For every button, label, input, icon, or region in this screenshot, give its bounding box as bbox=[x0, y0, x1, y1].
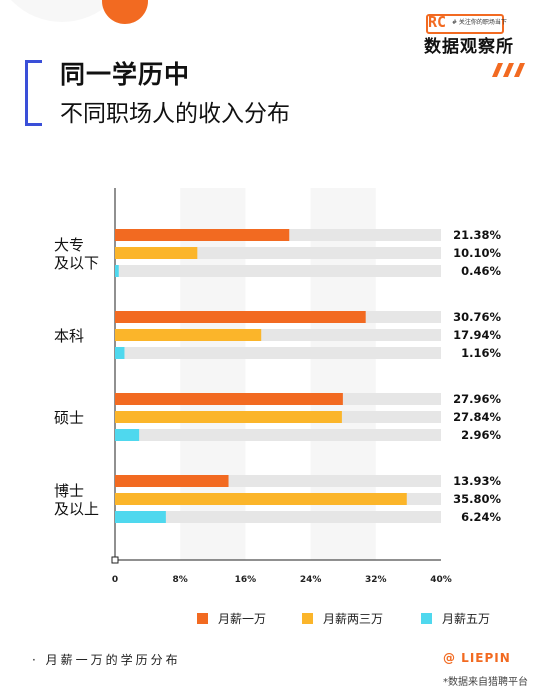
x-tick-label: 32% bbox=[365, 575, 387, 585]
category-label: 大专 bbox=[54, 236, 84, 254]
x-tick-label: 24% bbox=[300, 575, 322, 585]
bar-value-label: 0.46% bbox=[461, 264, 501, 278]
x-tick-label: 40% bbox=[430, 575, 452, 585]
page-subtitle: 不同职场人的收入分布 bbox=[60, 101, 290, 127]
bar bbox=[115, 475, 229, 487]
bar bbox=[115, 511, 166, 523]
bar bbox=[115, 229, 290, 241]
bar-track bbox=[115, 511, 441, 523]
bar-value-label: 2.96% bbox=[461, 428, 501, 442]
bar bbox=[115, 329, 262, 341]
brand-name: 数据观察所 bbox=[424, 37, 514, 57]
bar bbox=[115, 493, 407, 505]
axis-origin-marker bbox=[111, 556, 119, 564]
bar-track bbox=[115, 265, 441, 277]
x-tick-label: 8% bbox=[173, 575, 188, 585]
bar bbox=[115, 393, 343, 405]
bar bbox=[115, 429, 140, 441]
bar bbox=[115, 247, 198, 259]
footer-brand: @ LIEPIN bbox=[443, 651, 511, 665]
bar-value-label: 27.96% bbox=[453, 392, 501, 406]
brand-logo-frame bbox=[426, 14, 504, 34]
page-title: 同一学历中 bbox=[60, 60, 191, 89]
bar-track bbox=[115, 429, 441, 441]
legend-swatch-series-3 bbox=[421, 613, 432, 624]
x-tick-label: 0 bbox=[112, 575, 118, 585]
legend-label-series-1: 月薪一万 bbox=[218, 612, 267, 626]
legend-label-series-3: 月薪五万 bbox=[442, 612, 491, 626]
bar bbox=[115, 411, 342, 423]
legend-swatch-series-1 bbox=[197, 613, 208, 624]
legend-label-series-2: 月薪两三万 bbox=[323, 612, 384, 626]
bar-value-label: 30.76% bbox=[453, 310, 501, 324]
title-bracket bbox=[25, 60, 42, 126]
footer-caption: · 月薪一万的学历分布 bbox=[32, 653, 181, 667]
category-label: 硕士 bbox=[54, 409, 84, 427]
bar-value-label: 6.24% bbox=[461, 510, 501, 524]
category-label: 及以下 bbox=[54, 254, 99, 272]
bar-value-label: 13.93% bbox=[453, 474, 501, 488]
category-label: 博士 bbox=[54, 482, 84, 500]
bar-value-label: 35.80% bbox=[453, 492, 501, 506]
bar-value-label: 10.10% bbox=[453, 246, 501, 260]
category-label: 及以上 bbox=[54, 500, 99, 518]
bar bbox=[115, 311, 366, 323]
brand-logo-mark: RC bbox=[428, 13, 447, 31]
bar-track bbox=[115, 347, 441, 359]
legend-item-series-2: 月薪两三万 bbox=[302, 610, 383, 627]
bar-value-label: 27.84% bbox=[453, 410, 501, 424]
x-tick-label: 16% bbox=[235, 575, 257, 585]
bar bbox=[115, 347, 125, 359]
brand-tagline: # 关注你的职场当下 bbox=[452, 19, 507, 26]
legend-item-series-3: 月薪五万 bbox=[421, 610, 490, 627]
chevron-decoration-icon bbox=[491, 62, 527, 82]
bar-value-label: 21.38% bbox=[453, 228, 501, 242]
legend-swatch-series-2 bbox=[302, 613, 313, 624]
bar bbox=[115, 265, 119, 277]
legend-item-series-1: 月薪一万 bbox=[197, 610, 266, 627]
footer-source-note: *数据来自猎聘平台 bbox=[443, 677, 528, 688]
bar-value-label: 17.94% bbox=[453, 328, 501, 342]
category-label: 本科 bbox=[54, 327, 84, 345]
bar-value-label: 1.16% bbox=[461, 346, 501, 360]
